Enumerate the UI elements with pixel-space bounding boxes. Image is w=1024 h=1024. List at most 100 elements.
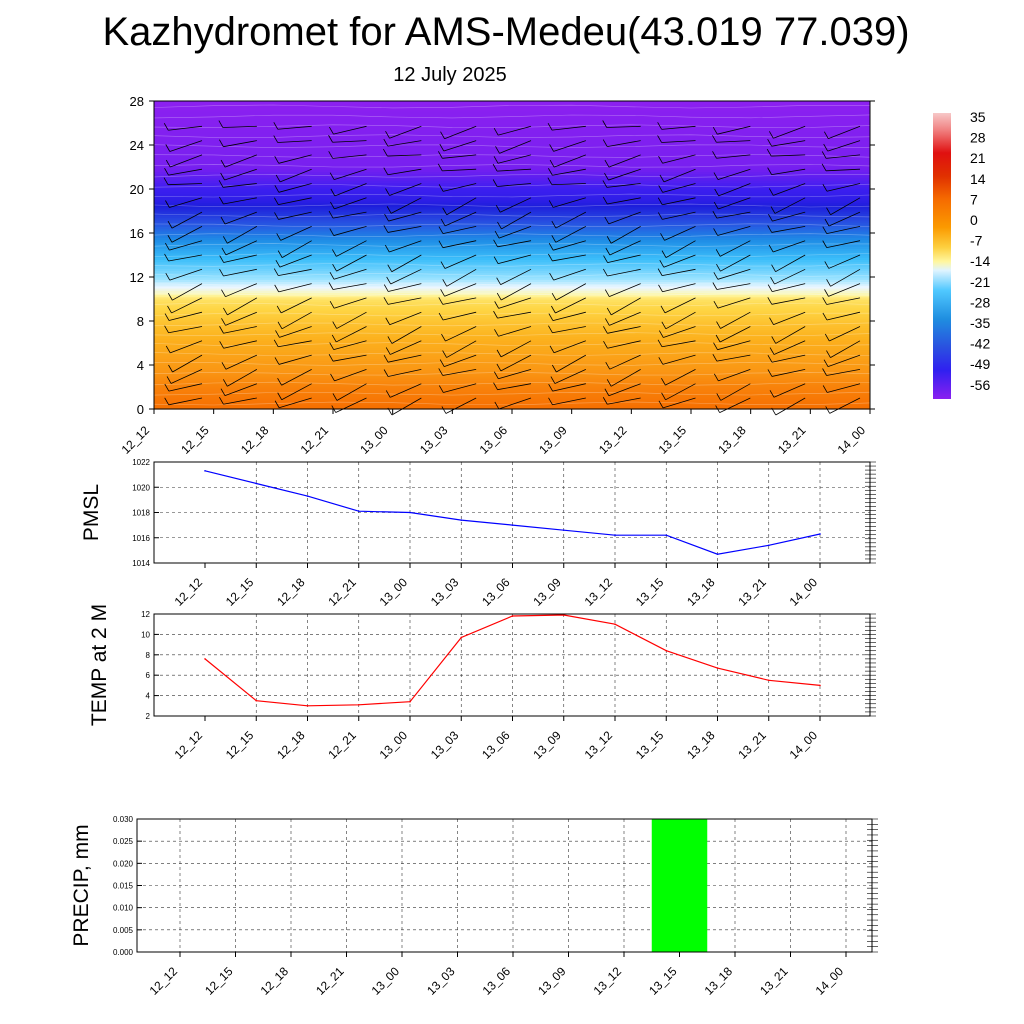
temperature-band [154,219,870,223]
wind-barb [662,154,696,164]
data-point [357,510,360,513]
wind-barb-feather [658,357,664,365]
contour-line [153,263,871,267]
temperature-band [154,237,870,241]
wind-barb [168,397,203,406]
wind-barb-feather [437,151,443,159]
temperature-band [154,369,870,373]
wind-barb [333,268,367,280]
wind-barb [500,197,532,213]
wind-barb [661,340,696,348]
wind-barb [336,311,367,329]
data-point [357,703,360,706]
colorbar-label: 35 [970,109,986,125]
wind-barb [552,311,586,321]
wind-barb [390,268,422,285]
wind-barb-feather [165,345,171,354]
wind-barb-feather [440,218,446,227]
temperature-band [154,167,870,170]
wind-barb [775,397,806,416]
x-tick-label: 14_00 [787,728,821,762]
temperature-band [154,211,870,214]
temperature-band [154,116,870,120]
wind-barb [444,354,477,367]
wind-barb-feather [438,240,444,248]
wind-barb-feather [330,188,336,197]
data-point [460,636,463,639]
wind-barb-feather [328,151,334,159]
temperature-band [154,107,870,111]
wind-barb [278,183,312,193]
wind-barb [553,240,586,251]
x-tick-label: 13_09 [530,575,564,609]
wind-barb [607,254,641,263]
wind-barb [720,254,751,272]
wind-barb [828,125,861,140]
wind-barb [444,125,477,140]
wind-barb [387,226,422,233]
y-tick-label: 1020 [132,483,150,492]
wind-barb-feather [219,268,224,277]
temperature-band [154,266,870,269]
wind-barb [497,168,532,172]
y-axis-title: PMSL [80,484,103,541]
wind-barb-feather [604,388,610,396]
wind-barb [555,211,587,229]
wind-barb [281,311,312,330]
temperature-band [154,354,870,357]
wind-barb [609,311,641,326]
temperature-band [154,162,870,166]
temperature-band [154,343,870,346]
wind-barb [388,211,422,222]
wind-barb [225,311,257,326]
wind-barb [829,326,861,342]
wind-barb-feather [767,284,773,292]
wind-barb [278,397,312,409]
wind-barb [442,183,477,192]
wind-barb-feather [660,233,665,241]
x-tick-label: 13_00 [357,423,391,457]
contour-line [154,362,871,366]
temperature-band [154,400,870,403]
wind-barb [554,369,586,384]
contour-line [153,342,871,346]
wind-barb-feather [659,260,665,268]
colorbar-label: -28 [970,294,990,310]
wind-barb-feather [383,297,389,305]
temperature-band [154,378,870,381]
temperature-band [154,288,870,291]
wind-barb-feather [659,174,665,183]
temperature-band [154,367,870,370]
wind-barb [446,268,477,287]
temperature-band [154,189,870,192]
wind-barb-feather [385,188,390,196]
wind-barb-feather [273,339,279,347]
temperature-band [154,294,870,298]
wind-barb-feather [547,122,553,131]
temperature-band [154,138,870,142]
temperature-band [154,299,870,302]
wind-barb-feather [822,385,828,393]
data-point [665,534,668,537]
wind-barb-feather [548,253,553,262]
wind-barb-feather [660,305,666,314]
y-tick-label: 4 [146,692,151,701]
wind-barb [443,140,477,152]
wind-barb [662,268,696,277]
precip-bar [651,819,708,952]
temperature-band [154,103,870,106]
wind-barb [606,125,641,128]
wind-barb-feather [222,379,228,387]
wind-barb [223,183,257,188]
x-tick-label: 13_09 [535,964,569,998]
wind-barb [662,183,696,193]
x-tick-label: 13_06 [479,575,513,609]
wind-barb-feather [383,354,389,363]
x-tick-label: 13_12 [582,575,616,609]
colorbar-label: 7 [970,191,978,207]
wind-barb-feather [604,172,609,181]
colorbar-label: -14 [970,253,990,269]
colorbar-label: 28 [970,130,986,146]
wind-barb-feather [221,289,226,297]
